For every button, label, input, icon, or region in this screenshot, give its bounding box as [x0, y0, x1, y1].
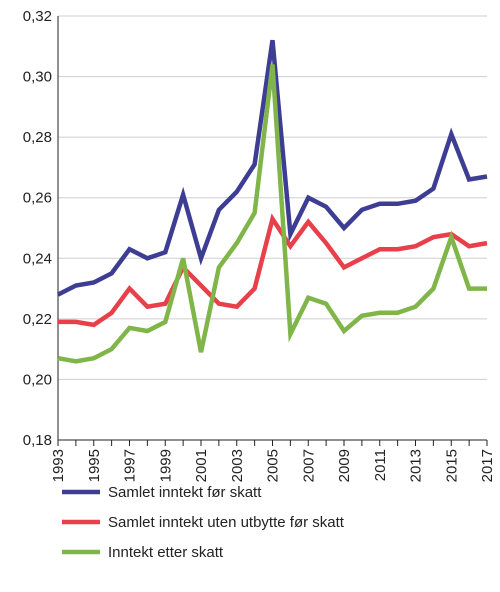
- x-tick-label: 2007: [300, 449, 317, 482]
- y-tick-label: 0,28: [23, 129, 52, 146]
- x-tick-label: 2011: [372, 449, 389, 481]
- y-tick-label: 0,30: [23, 69, 52, 86]
- x-tick-label: 2001: [193, 449, 210, 482]
- legend-label: Samlet inntekt før skatt: [108, 484, 262, 501]
- legend-label: Samlet inntekt uten utbytte før skatt: [108, 514, 345, 531]
- legend-label: Inntekt etter skatt: [108, 544, 224, 561]
- y-tick-label: 0,32: [23, 8, 52, 25]
- legend: Samlet inntekt før skatt Samlet inntekt u…: [62, 484, 345, 561]
- x-tick-labels: 1993 1995 1997 1999 2001 2003 2005 2007 2009 2011…: [50, 449, 496, 482]
- y-tick-label: 0,20: [23, 371, 52, 388]
- series-line-1: [56, 39, 488, 297]
- x-tick-label: 1993: [50, 449, 67, 482]
- y-tick-label: 0,24: [23, 250, 52, 267]
- series-line-2: [58, 213, 488, 328]
- x-tick-label: 2009: [336, 449, 353, 482]
- x-tick-label: 1999: [157, 449, 174, 482]
- x-tick-label: 1995: [86, 449, 103, 482]
- y-tick-labels: 0,18 0,20 0,22 0,24 0,26 0,28 0,30 0,32: [23, 8, 52, 449]
- x-tick-label: 2013: [408, 449, 425, 482]
- y-tick-label: 0,22: [23, 311, 52, 328]
- x-tick-label: 2005: [265, 449, 282, 482]
- series-lines: [56, 39, 488, 364]
- x-tick-label: 2003: [229, 449, 246, 482]
- x-tick-label: 2017: [479, 449, 496, 482]
- axes: [57, 16, 488, 446]
- x-tick-label: 1997: [122, 449, 139, 482]
- series-line-3: [57, 64, 487, 364]
- y-tick-label: 0,26: [23, 190, 52, 207]
- y-tick-label: 0,18: [23, 432, 52, 449]
- x-tick-label: 2015: [443, 449, 460, 482]
